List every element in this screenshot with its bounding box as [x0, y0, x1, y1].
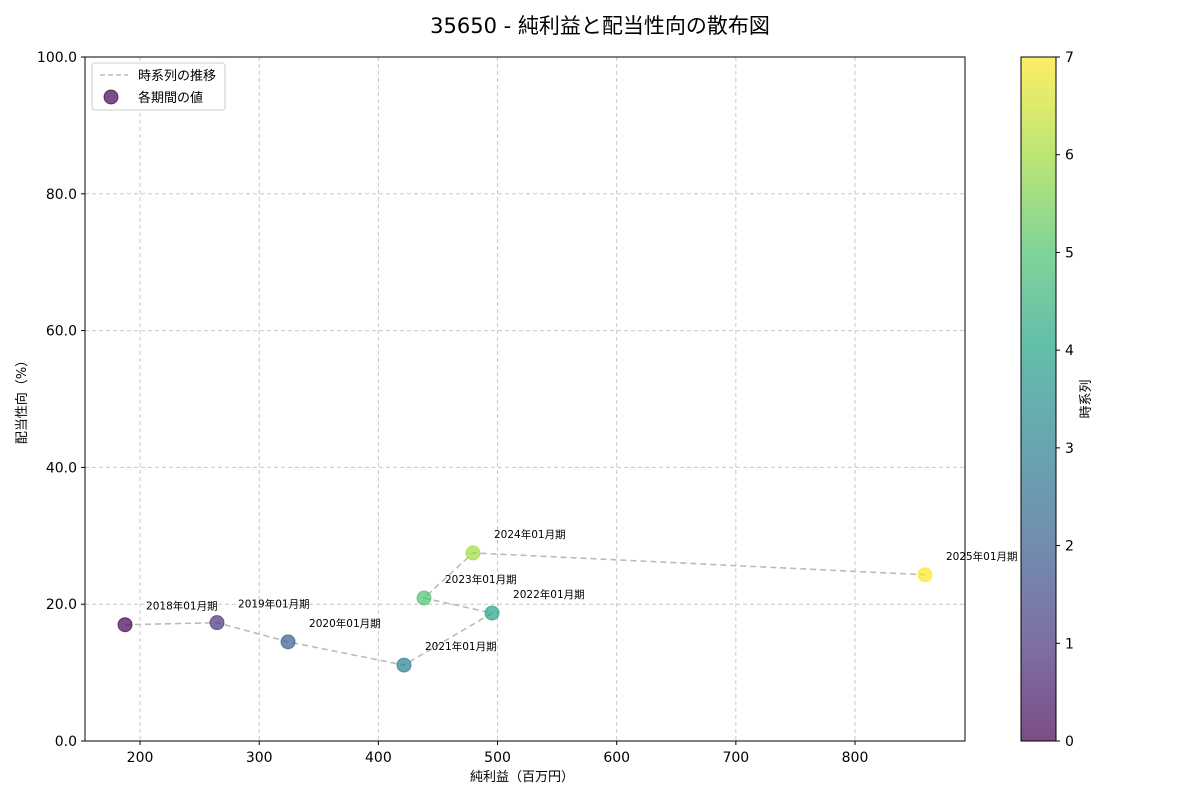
colorbar: 0 1 2 3 4 5 6 7 時系列 — [1020, 50, 1094, 750]
data-point — [209, 615, 225, 631]
x-tick-label: 500 — [484, 750, 511, 766]
colorbar-tick-label: 7 — [1065, 50, 1074, 66]
data-point — [117, 617, 133, 633]
legend: 時系列の推移 各期間の値 — [91, 62, 226, 111]
plot-frame — [84, 56, 966, 742]
data-point — [484, 605, 500, 621]
data-points — [117, 545, 933, 673]
y-tick-label: 40.0 — [46, 460, 77, 476]
x-tick-label: 400 — [365, 750, 392, 766]
y-tick-label: 60.0 — [46, 324, 77, 340]
y-tick-label: 20.0 — [46, 597, 77, 613]
point-label: 2022年01月期 — [513, 588, 585, 601]
y-tick-label: 100.0 — [37, 50, 77, 66]
trend-line — [125, 552, 926, 666]
data-point — [416, 590, 432, 606]
point-label: 2024年01月期 — [494, 528, 566, 541]
colorbar-ticks: 0 1 2 3 4 5 6 7 — [1056, 50, 1074, 750]
colorbar-label: 時系列 — [1079, 379, 1094, 418]
trend-polyline — [125, 552, 926, 666]
legend-label-values: 各期間の値 — [138, 90, 203, 106]
colorbar-tick-label: 4 — [1065, 343, 1074, 359]
legend-marker-icon — [103, 89, 119, 105]
grid-lines — [85, 57, 965, 741]
colorbar-tick-label: 2 — [1065, 539, 1074, 555]
y-tick-label: 0.0 — [55, 734, 77, 750]
colorbar-tick-label: 5 — [1065, 245, 1074, 261]
colorbar-tick-label: 6 — [1065, 148, 1074, 164]
x-tick-label: 600 — [603, 750, 630, 766]
x-axis-label: 純利益（百万円） — [470, 770, 574, 785]
chart-title: 35650 - 純利益と配当性向の散布図 — [430, 14, 770, 38]
point-label: 2018年01月期 — [146, 600, 218, 613]
x-tick-label: 800 — [842, 750, 869, 766]
x-tick-label: 200 — [127, 750, 154, 766]
y-axis-label: 配当性向（%） — [14, 354, 30, 444]
point-label: 2021年01月期 — [425, 640, 497, 653]
colorbar-gradient — [1021, 57, 1056, 741]
point-annotations: 2018年01月期 2019年01月期 2020年01月期 2021年01月期 2022… — [146, 528, 1018, 653]
legend-label-trend: 時系列の推移 — [138, 69, 216, 84]
point-label: 2020年01月期 — [309, 617, 381, 630]
y-tick-label: 80.0 — [46, 187, 77, 203]
colorbar-tick-label: 0 — [1065, 734, 1074, 750]
x-axis-ticks: 200 300 400 500 600 700 800 — [127, 741, 869, 766]
data-point — [465, 545, 481, 561]
data-point — [280, 634, 296, 650]
plot-area — [85, 57, 965, 741]
point-label: 2025年01月期 — [946, 550, 1018, 563]
data-point — [917, 567, 933, 583]
point-label: 2023年01月期 — [445, 573, 517, 586]
x-tick-label: 300 — [246, 750, 273, 766]
colorbar-frame — [1020, 56, 1057, 742]
y-axis-ticks: 0.0 20.0 40.0 60.0 80.0 100.0 — [37, 50, 85, 750]
data-point — [396, 657, 412, 673]
x-tick-label: 700 — [722, 750, 749, 766]
colorbar-tick-label: 3 — [1065, 441, 1074, 457]
colorbar-tick-label: 1 — [1065, 636, 1074, 652]
point-label: 2019年01月期 — [238, 598, 310, 611]
